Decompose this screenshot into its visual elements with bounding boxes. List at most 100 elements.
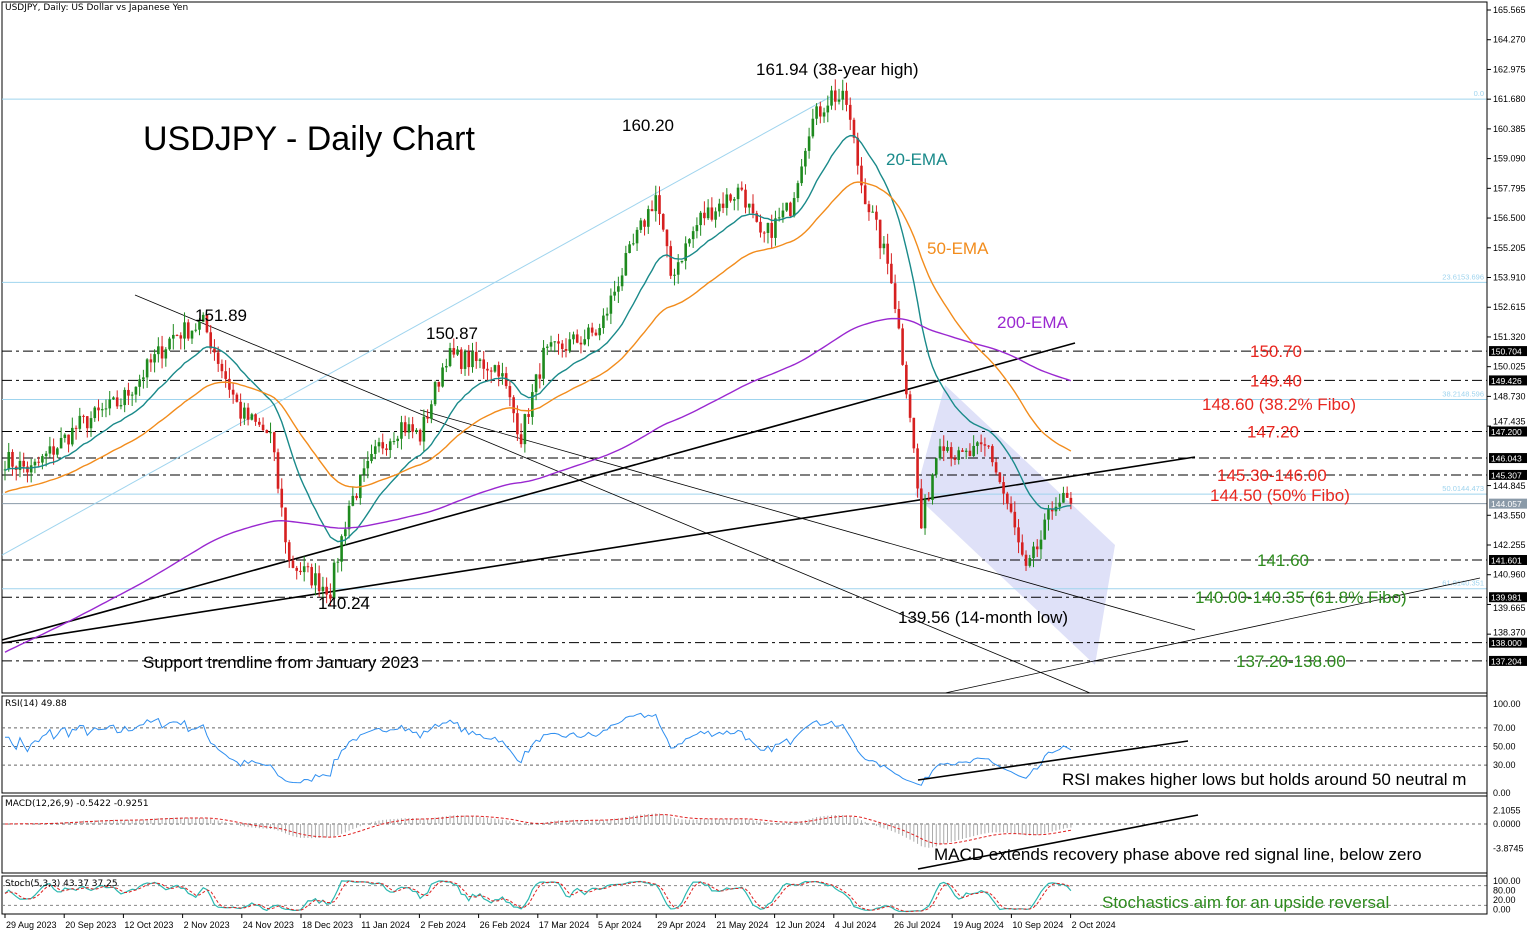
candle-body bbox=[725, 194, 729, 208]
candle-body bbox=[620, 275, 624, 287]
candle-body bbox=[1013, 511, 1017, 528]
candle-body bbox=[142, 377, 145, 380]
price-tag-text: 146.043 bbox=[1491, 454, 1522, 464]
candle-body bbox=[157, 346, 160, 355]
candle-body bbox=[789, 202, 792, 217]
candle-body bbox=[415, 429, 418, 432]
candle-body bbox=[987, 445, 990, 447]
macd-tick: 2.1055 bbox=[1493, 806, 1521, 816]
price-tag bbox=[1489, 426, 1527, 437]
macd-tick: 0.0000 bbox=[1493, 819, 1521, 829]
candle-body bbox=[699, 212, 702, 226]
candle-body bbox=[175, 334, 179, 336]
macd-signal-line bbox=[4, 814, 1071, 845]
candle-body bbox=[583, 339, 586, 345]
y-tick-label: 157.795 bbox=[1493, 183, 1526, 193]
candle-body bbox=[594, 332, 598, 336]
level-label: 141.60 bbox=[1257, 551, 1309, 570]
candle-body bbox=[1062, 492, 1065, 503]
candle-body bbox=[265, 430, 269, 434]
candle-body bbox=[575, 334, 579, 343]
candle-body bbox=[1043, 519, 1047, 540]
candle-body bbox=[807, 136, 811, 151]
level-label: 149.40 bbox=[1250, 371, 1302, 390]
candle-body bbox=[721, 203, 725, 208]
candle-body bbox=[519, 434, 523, 445]
rsi-tick: 0.00 bbox=[1493, 788, 1511, 798]
x-tick-label: 2 Nov 2023 bbox=[184, 920, 230, 930]
x-tick-label: 21 May 2024 bbox=[716, 920, 768, 930]
y-tick-label: 152.615 bbox=[1493, 302, 1526, 312]
level-label: 137.20-138.00 bbox=[1236, 652, 1346, 671]
candle-body bbox=[1069, 497, 1073, 504]
candle-body bbox=[755, 213, 759, 222]
candle-body bbox=[85, 416, 89, 429]
ema50-label: 50-EMA bbox=[927, 239, 989, 258]
candle-body bbox=[93, 407, 97, 419]
candle-body bbox=[258, 421, 261, 425]
current-price-tag bbox=[1489, 498, 1527, 509]
x-tick-label: 10 Sep 2024 bbox=[1012, 920, 1063, 930]
candle-body bbox=[160, 346, 164, 359]
candle-body bbox=[852, 119, 856, 138]
stoch-tick: 20.00 bbox=[1493, 895, 1516, 905]
y-tick-label: 150.025 bbox=[1493, 362, 1526, 372]
price-tag-text: 149.426 bbox=[1491, 376, 1522, 386]
candle-body bbox=[856, 137, 860, 166]
candle-body bbox=[661, 214, 665, 230]
candle-body bbox=[953, 458, 957, 460]
candle-body bbox=[822, 112, 826, 117]
symbol-title: USDJPY, Daily: US Dollar vs Japanese Yen bbox=[5, 3, 189, 13]
candle-body bbox=[471, 351, 474, 368]
candle-body bbox=[489, 370, 493, 372]
candle-body bbox=[18, 460, 22, 470]
y-tick-label: 143.550 bbox=[1493, 510, 1526, 520]
candle-body bbox=[531, 392, 534, 417]
candle-body bbox=[908, 394, 912, 418]
candle-body bbox=[744, 189, 747, 208]
candle-body bbox=[837, 99, 841, 102]
candle-body bbox=[830, 90, 833, 106]
candle-body bbox=[1050, 508, 1054, 512]
candle-body bbox=[287, 542, 291, 561]
candle-body bbox=[26, 466, 29, 473]
rsi-trendline bbox=[917, 740, 1189, 781]
candle-body bbox=[695, 225, 699, 232]
candle-body bbox=[942, 446, 946, 451]
x-tick-label: 20 Sep 2023 bbox=[65, 920, 116, 930]
price-tag-text: 139.981 bbox=[1491, 593, 1522, 603]
rsi-note: RSI makes higher lows but holds around 5… bbox=[1062, 770, 1467, 789]
rsi-tick: 30.00 bbox=[1493, 760, 1516, 770]
x-tick-label: 17 Mar 2024 bbox=[539, 920, 590, 930]
candle-body bbox=[1047, 508, 1050, 520]
candle-body bbox=[957, 450, 960, 460]
resistance-trendline bbox=[134, 294, 1091, 694]
y-tick-label: 153.910 bbox=[1493, 273, 1526, 283]
candle-body bbox=[392, 441, 396, 443]
candle-body bbox=[833, 90, 837, 102]
stoch-tick: 100.00 bbox=[1493, 876, 1521, 886]
candle-body bbox=[871, 211, 874, 213]
candle-body bbox=[504, 373, 508, 387]
candle-body bbox=[228, 378, 231, 390]
y-tick-label: 165.565 bbox=[1493, 5, 1526, 15]
candle-body bbox=[396, 438, 399, 442]
candle-body bbox=[370, 453, 373, 462]
candle-body bbox=[373, 446, 377, 454]
candle-body bbox=[938, 446, 942, 459]
level-label: 150.70 bbox=[1250, 342, 1302, 361]
candle-body bbox=[403, 422, 407, 433]
candle-body bbox=[190, 330, 194, 339]
x-tick-label: 12 Oct 2023 bbox=[124, 920, 173, 930]
candle-body bbox=[1002, 482, 1005, 494]
candle-body bbox=[41, 456, 44, 463]
candle-body bbox=[250, 414, 254, 420]
candle-body bbox=[901, 328, 904, 365]
candle-body bbox=[893, 283, 897, 309]
rsi-tick: 100.00 bbox=[1493, 699, 1521, 709]
candle-body bbox=[216, 352, 220, 364]
rsi-label: RSI(14) 49.88 bbox=[5, 699, 67, 709]
candle-body bbox=[916, 448, 919, 489]
candle-body bbox=[983, 444, 987, 446]
candle-body bbox=[617, 286, 620, 292]
